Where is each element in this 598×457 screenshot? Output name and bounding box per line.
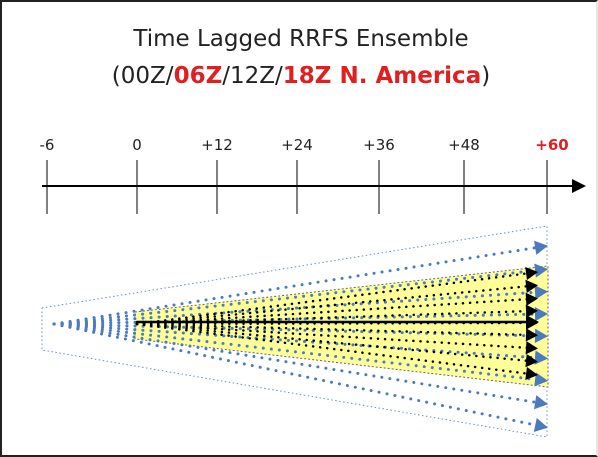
ensemble-member-path-black-0 — [135, 271, 532, 326]
ensemble-member-arrowhead-black-1 — [525, 279, 538, 293]
ensemble-member-arrowhead-black-2 — [525, 292, 538, 306]
ensemble-member-arrowhead-blue-0 — [534, 240, 548, 255]
ensemble-member-path-blue-6 — [52, 322, 542, 382]
ensemble-member-arrowhead-black-0 — [525, 266, 538, 281]
tick-label-36: +36 — [363, 136, 395, 154]
ensemble-member-path-blue-4 — [52, 322, 542, 338]
tick-label-60: +60 — [535, 136, 569, 154]
ensemble-core-region — [134, 265, 549, 388]
ensemble-member-path-blue-0 — [52, 245, 542, 326]
ensemble-member-arrowhead-blue-1 — [534, 263, 548, 278]
ensemble-member-path-blue-3 — [52, 312, 542, 326]
time-axis-arrowhead — [572, 179, 586, 193]
ensemble-member-arrowhead-blue-5 — [534, 350, 548, 365]
tick-label-0: 0 — [132, 136, 142, 154]
highlight-06z: 06Z — [173, 63, 223, 89]
ensemble-member-path-blue-5 — [52, 322, 542, 360]
control-run-arrowhead — [526, 314, 539, 330]
diagram-subtitle: (00Z/06Z/12Z/18Z N. America) — [111, 63, 491, 89]
ensemble-member-arrowhead-black-8 — [525, 366, 538, 381]
tick-label-24: +24 — [281, 136, 313, 154]
ensemble-member-path-blue-8 — [52, 322, 542, 428]
ensemble-member-arrowhead-black-7 — [525, 354, 538, 368]
ensemble-member-path-blue-1 — [52, 268, 542, 326]
ensemble-member-arrowhead-blue-8 — [533, 418, 548, 433]
ensemble-member-arrowhead-blue-7 — [534, 395, 548, 410]
ensemble-member-arrowhead-black-6 — [525, 341, 538, 355]
ensemble-member-arrowhead-black-3 — [525, 304, 538, 318]
tick-label-minus6: -6 — [39, 136, 55, 154]
time-axis-ticks — [46, 160, 548, 214]
diagram-title: Time Lagged RRFS Ensemble — [133, 26, 469, 52]
ensemble-member-path-blue-2 — [52, 290, 542, 326]
ensemble-member-arrowhead-blue-4 — [534, 328, 548, 344]
ensemble-member-path-black-5 — [135, 322, 532, 337]
ensemble-member-arrowhead-blue-2 — [534, 285, 548, 300]
ensemble-member-path-blue-7 — [52, 322, 542, 405]
highlight-18z: 18Z N. America — [282, 63, 482, 89]
ensemble-member-arrowhead-blue-3 — [534, 306, 548, 322]
ensemble-members — [52, 240, 548, 433]
ensemble-member-arrowhead-black-5 — [525, 328, 538, 342]
ensemble-member-path-black-8 — [135, 322, 532, 376]
ensemble-member-arrowhead-blue-6 — [534, 372, 548, 387]
tick-label-48: +48 — [448, 136, 480, 154]
ensemble-member-path-black-3 — [135, 309, 532, 326]
ensemble-envelope — [41, 225, 548, 438]
tick-label-12: +12 — [201, 136, 233, 154]
